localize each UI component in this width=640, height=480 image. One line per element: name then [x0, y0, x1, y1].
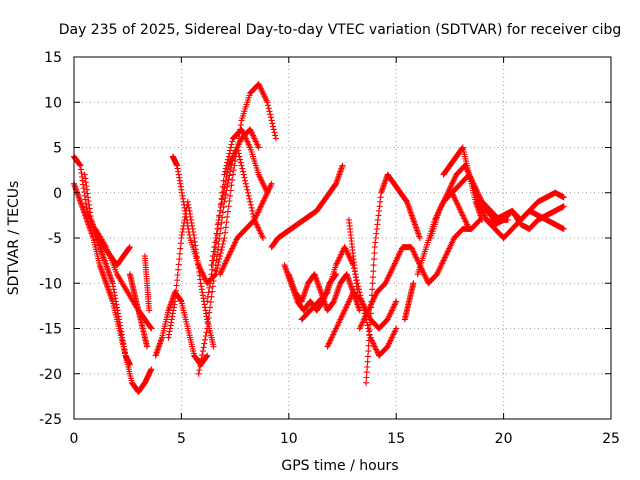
- data-point-markers: [217, 180, 275, 278]
- data-series: [165, 198, 217, 350]
- data-series: [208, 144, 266, 269]
- data-point-markers: [483, 207, 567, 241]
- data-series: [217, 180, 275, 278]
- data-series: [141, 253, 153, 314]
- x-tick-labels: 0 5 10 15 20 25: [70, 431, 620, 447]
- data-point-markers: [165, 198, 217, 350]
- data-point-markers: [71, 153, 155, 395]
- y-tick-label: 5: [53, 141, 62, 157]
- data-series: [345, 216, 361, 296]
- y-tick-label: 15: [44, 50, 62, 66]
- y-tick-label: 0: [53, 186, 62, 202]
- data-series: [152, 289, 211, 368]
- data-point-markers: [126, 271, 150, 350]
- data-series: [483, 207, 567, 241]
- data-point-markers: [285, 271, 363, 314]
- y-tick-label: -20: [39, 367, 62, 383]
- data-point-markers: [208, 144, 266, 269]
- chart-title: Day 235 of 2025, Sidereal Day-to-day VTE…: [59, 22, 622, 38]
- y-tick-label: -10: [39, 276, 62, 292]
- data-point-markers: [345, 216, 361, 296]
- data-series: [71, 153, 155, 395]
- x-axis-label: GPS time / hours: [281, 458, 398, 474]
- data-series: [71, 180, 133, 368]
- data-series: [268, 162, 346, 251]
- y-axis-label: SDTVAR / TECUs: [6, 181, 22, 296]
- data-point-markers: [268, 162, 346, 251]
- axis-ticks: [73, 56, 612, 420]
- x-tick-label: 0: [70, 431, 79, 447]
- y-tick-labels: -25 -20 -15 -10 -5 0 5 10 15: [39, 50, 62, 428]
- data-point-markers: [71, 180, 133, 368]
- data-point-markers: [363, 171, 423, 386]
- data-point-markers: [141, 253, 153, 314]
- y-tick-label: 10: [44, 95, 62, 111]
- data-point-markers: [152, 289, 211, 368]
- data-series: [285, 271, 363, 314]
- data-series: [324, 289, 400, 350]
- y-tick-label: -5: [48, 231, 62, 247]
- data-series: [401, 280, 417, 323]
- x-tick-label: 15: [387, 431, 405, 447]
- grid-lines: [74, 57, 611, 419]
- data-point-markers: [401, 280, 417, 323]
- y-tick-label: -25: [39, 412, 62, 428]
- x-tick-label: 20: [495, 431, 513, 447]
- y-tick-label: -15: [39, 322, 62, 338]
- data-series: [126, 271, 150, 350]
- x-tick-label: 10: [280, 431, 298, 447]
- x-tick-label: 25: [602, 431, 620, 447]
- data-point-markers: [324, 289, 400, 350]
- x-tick-label: 5: [177, 431, 186, 447]
- data-series: [363, 171, 423, 386]
